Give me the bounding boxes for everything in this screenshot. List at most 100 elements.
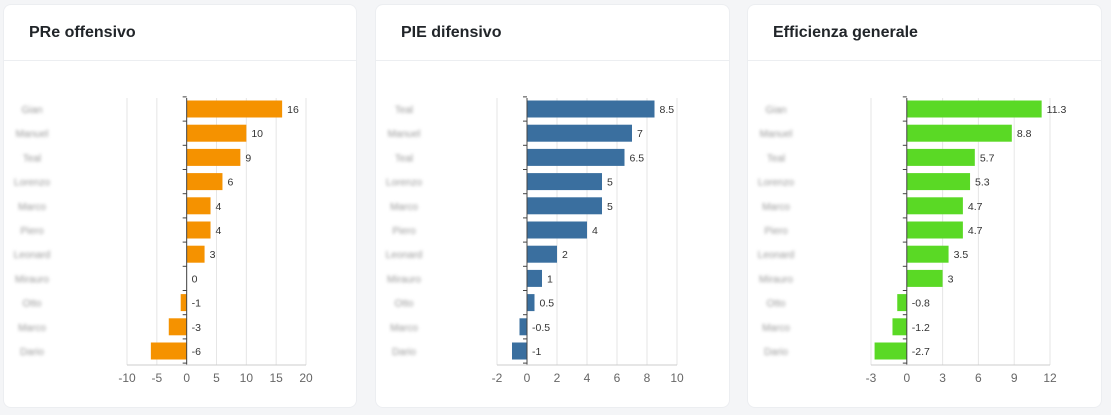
- value-label: -1: [192, 298, 201, 310]
- value-label: 3: [210, 249, 216, 261]
- x-tick-label: 15: [269, 371, 283, 385]
- category-label: Mirauro: [15, 274, 49, 285]
- category-label: Lorenzo: [14, 178, 51, 189]
- x-tick-label: 20: [299, 371, 313, 385]
- value-label: 10: [251, 128, 263, 140]
- x-tick-label: 10: [240, 371, 254, 385]
- chart-card-pie-difensivo: PIE difensivo -2 0 2 4 6 8 10 Teal 8.5 Manuel 7 Tea…: [376, 5, 729, 407]
- bar-chart-efficienza-generale: -3 0 3 6 9 12 Gian 11.3 Manuel 8.8 Teal 5.7 Lorenzo 5…: [758, 96, 1067, 385]
- bar: [186, 221, 211, 239]
- category-label: Marco: [762, 323, 790, 334]
- x-tick-label: 2: [554, 371, 561, 385]
- value-label: -2.7: [912, 346, 930, 358]
- bar: [906, 221, 963, 239]
- x-tick-label: 0: [183, 371, 190, 385]
- bar: [186, 148, 241, 166]
- bar: [892, 318, 907, 336]
- category-label: Otto: [767, 299, 786, 310]
- bar: [906, 245, 949, 263]
- x-tick-label: -10: [118, 371, 136, 385]
- category-label: Teal: [23, 153, 41, 164]
- category-label: Manuel: [388, 129, 421, 140]
- value-label: 4: [592, 225, 598, 237]
- category-label: Piero: [20, 226, 44, 237]
- value-label: 9: [245, 152, 251, 164]
- category-label: Leonard: [14, 250, 51, 261]
- value-label: -3: [192, 322, 201, 334]
- card-title: PRe offensivo: [29, 23, 136, 41]
- bar: [180, 294, 187, 312]
- value-label: 11.3: [1047, 104, 1067, 116]
- x-tick-label: 0: [903, 371, 910, 385]
- bar: [527, 100, 655, 118]
- bar: [186, 197, 211, 215]
- value-label: 3.5: [954, 249, 969, 261]
- bar: [527, 197, 602, 215]
- category-label: Gian: [765, 105, 786, 116]
- bar: [519, 318, 527, 336]
- card-title: Efficienza generale: [773, 23, 918, 41]
- category-label: Dario: [20, 347, 44, 358]
- value-label: -0.8: [912, 298, 930, 310]
- bar: [512, 342, 527, 360]
- bar: [906, 269, 943, 287]
- category-label: Lorenzo: [758, 178, 795, 189]
- bar: [527, 173, 602, 191]
- value-label: 4: [216, 225, 222, 237]
- value-label: -1: [532, 346, 541, 358]
- category-label: Teal: [767, 153, 785, 164]
- category-label: Marco: [390, 323, 418, 334]
- chart-card-efficienza-generale: Efficienza generale -3 0 3 6 9 12 Gian 11.3 Manu…: [748, 5, 1101, 407]
- category-label: Mirauro: [387, 274, 421, 285]
- card-header: PIE difensivo: [376, 5, 729, 61]
- value-label: 0.5: [540, 298, 555, 310]
- value-label: 4.7: [968, 201, 983, 213]
- value-label: 5: [607, 201, 613, 213]
- category-label: Piero: [392, 226, 416, 237]
- value-label: 1: [547, 273, 553, 285]
- bar: [527, 148, 625, 166]
- x-tick-label: 4: [584, 371, 591, 385]
- x-tick-label: 6: [975, 371, 982, 385]
- value-label: 5.3: [975, 177, 990, 189]
- category-label: Marco: [390, 202, 418, 213]
- card-header: PRe offensivo: [4, 5, 356, 61]
- category-label: Teal: [395, 153, 413, 164]
- category-label: Dario: [764, 347, 788, 358]
- category-label: Marco: [18, 202, 46, 213]
- category-label: Lorenzo: [386, 178, 423, 189]
- value-label: 2: [562, 249, 568, 261]
- category-label: Manuel: [760, 129, 793, 140]
- bar: [527, 245, 557, 263]
- value-label: 16: [287, 104, 299, 116]
- bar: [527, 294, 535, 312]
- card-title: PIE difensivo: [401, 23, 502, 41]
- category-label: Piero: [764, 226, 788, 237]
- bar: [527, 221, 587, 239]
- bar: [906, 197, 963, 215]
- x-tick-label: 12: [1043, 371, 1057, 385]
- category-label: Leonard: [386, 250, 423, 261]
- bar: [874, 342, 907, 360]
- value-label: 4.7: [968, 225, 983, 237]
- category-label: Otto: [23, 299, 42, 310]
- bar: [527, 269, 542, 287]
- bar: [906, 100, 1042, 118]
- bar: [527, 124, 632, 142]
- value-label: 0: [192, 273, 198, 285]
- value-label: 3: [948, 273, 954, 285]
- card-header: Efficienza generale: [748, 5, 1101, 61]
- x-tick-label: 5: [213, 371, 220, 385]
- category-label: Marco: [18, 323, 46, 334]
- category-label: Teal: [395, 105, 413, 116]
- x-tick-label: 3: [939, 371, 946, 385]
- value-label: -1.2: [912, 322, 930, 334]
- bar: [186, 124, 247, 142]
- x-tick-label: -5: [151, 371, 162, 385]
- category-label: Mirauro: [759, 274, 793, 285]
- value-label: 8.8: [1017, 128, 1032, 140]
- value-label: 7: [637, 128, 643, 140]
- value-label: 6: [227, 177, 233, 189]
- value-label: 8.5: [660, 104, 675, 116]
